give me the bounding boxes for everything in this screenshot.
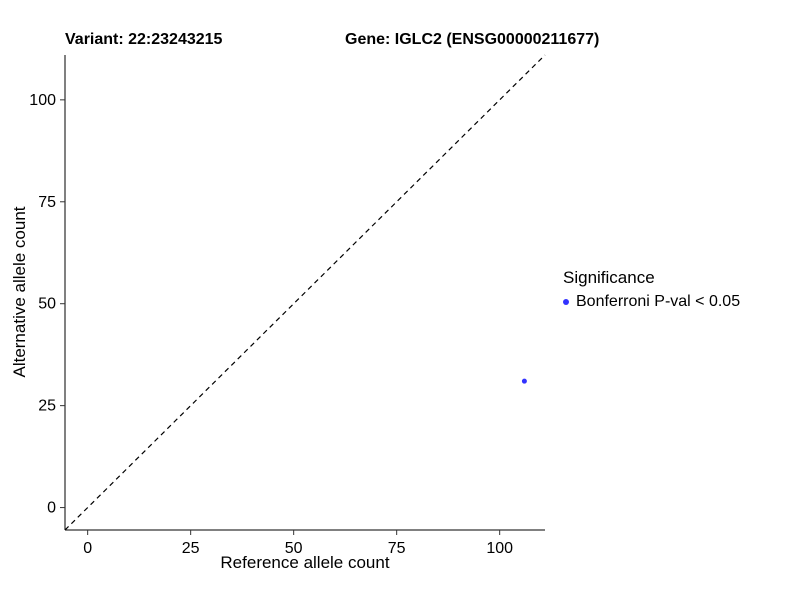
x-tick-label: 75 (388, 540, 406, 557)
x-tick-label: 50 (285, 540, 303, 557)
y-tick-label: 50 (38, 296, 56, 313)
y-tick-label: 100 (29, 92, 56, 109)
x-tick-label: 0 (83, 540, 92, 557)
legend-entry-label: Bonferroni P-val < 0.05 (576, 293, 741, 310)
x-tick-label: 100 (486, 540, 513, 557)
y-axis-title: Alternative allele count (10, 206, 29, 378)
y-tick-label: 25 (38, 398, 56, 415)
gene-title: Gene: IGLC2 (ENSG00000211677) (345, 31, 600, 48)
data-point (521, 378, 527, 384)
legend-title: Significance (563, 268, 655, 287)
y-tick-label: 75 (38, 194, 56, 211)
x-tick-label: 25 (182, 540, 200, 557)
y-tick-label: 0 (47, 500, 56, 517)
x-axis-title: Reference allele count (220, 553, 390, 572)
identity-line (64, 54, 546, 531)
variant-title: Variant: 22:23243215 (65, 31, 223, 48)
legend-point-icon (563, 299, 569, 305)
legend-entry: Bonferroni P-val < 0.05 (563, 293, 740, 311)
legend: Significance Bonferroni P-val < 0.05 (563, 268, 740, 311)
